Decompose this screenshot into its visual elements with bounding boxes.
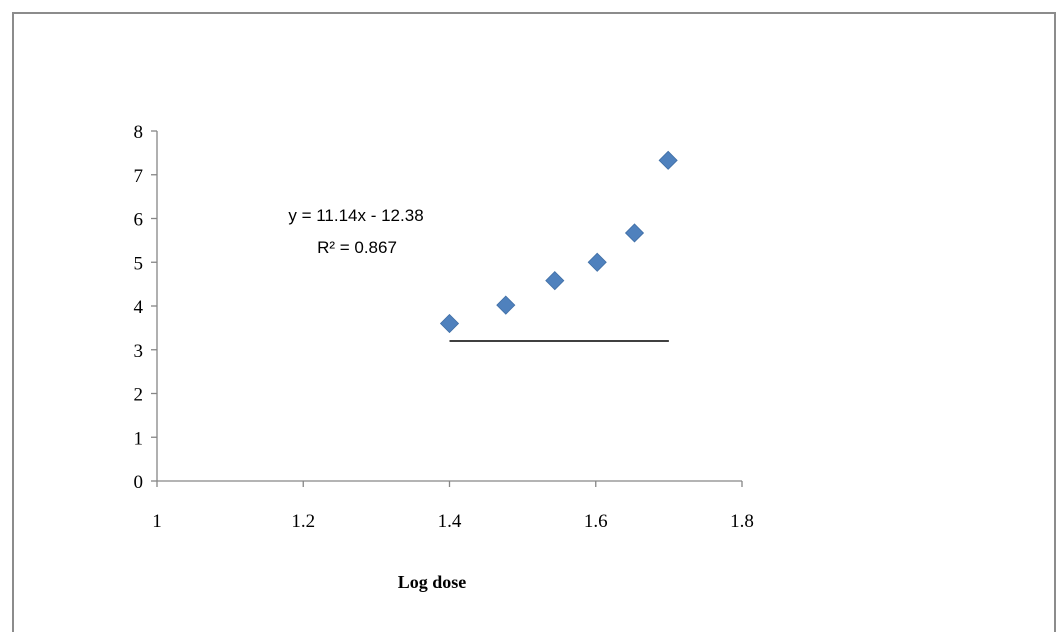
x-tick-label: 1 [152,511,162,532]
chart-frame [12,12,1056,632]
y-tick-label: 7 [134,166,144,187]
data-points [439,150,678,334]
y-tick-label: 4 [134,297,144,318]
trendline-equation: y = 11.14x - 12.38 [288,206,423,225]
y-tick-label: 2 [134,385,144,406]
data-point [624,223,645,243]
x-tick-label: 1.4 [438,511,462,532]
x-axis-title: Log dose [398,572,467,592]
data-point [439,313,460,334]
data-point [658,150,678,170]
data-point [496,295,516,315]
y-tick-label: 5 [134,253,144,274]
data-point [587,252,607,272]
x-tick-label: 1.2 [291,511,315,532]
y-tick-label: 3 [134,341,144,362]
data-point [545,271,565,291]
y-tick-label: 1 [134,428,144,449]
x-tick-label: 1.6 [584,511,608,532]
y-tick-label: 6 [134,210,144,231]
x-tick-label: 1.8 [730,511,754,532]
y-tick-label: 8 [134,122,144,143]
axes [156,131,742,482]
y-tick-label: 0 [134,472,144,493]
r-squared-label: R² = 0.867 [317,238,397,257]
